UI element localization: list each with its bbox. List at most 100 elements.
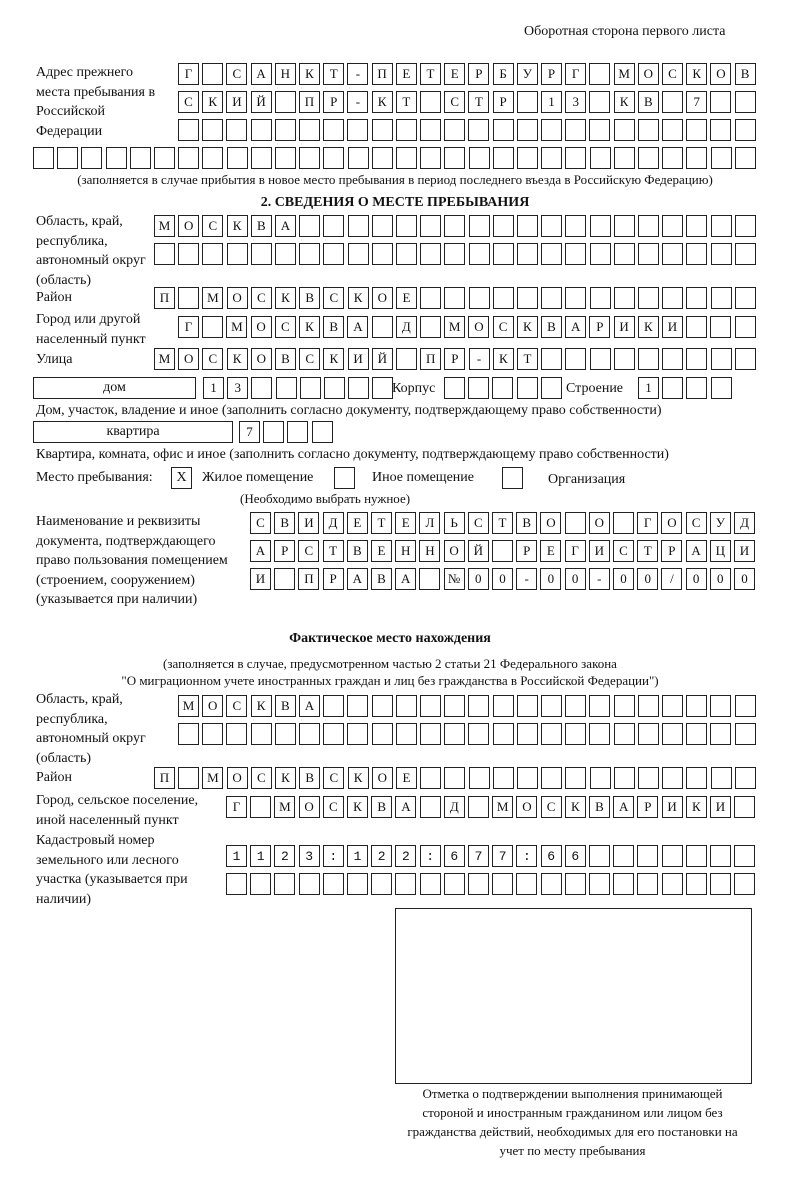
char-cell[interactable] <box>541 243 563 265</box>
char-cell[interactable] <box>492 119 514 141</box>
char-cell[interactable]: К <box>226 348 248 370</box>
char-cell[interactable] <box>274 568 296 590</box>
char-cell[interactable] <box>347 695 369 717</box>
char-cell[interactable] <box>323 119 345 141</box>
char-cell[interactable] <box>299 147 321 169</box>
char-cell[interactable]: - <box>347 91 369 113</box>
char-cell[interactable] <box>517 147 538 169</box>
char-cell[interactable] <box>710 91 732 113</box>
char-cell[interactable] <box>347 147 369 169</box>
char-cell[interactable]: И <box>226 91 248 113</box>
char-cell[interactable] <box>565 695 587 717</box>
char-cell[interactable] <box>492 377 514 399</box>
char-cell[interactable]: Ц <box>709 540 731 562</box>
char-cell[interactable] <box>662 695 683 717</box>
char-cell[interactable] <box>638 147 659 169</box>
char-cell[interactable] <box>395 695 417 717</box>
char-cell[interactable] <box>565 243 587 265</box>
char-cell[interactable] <box>589 767 611 789</box>
char-cell[interactable] <box>178 287 200 309</box>
char-cell[interactable]: Р <box>661 540 683 562</box>
char-cell[interactable] <box>324 377 345 399</box>
char-cell[interactable] <box>541 723 562 745</box>
char-cell[interactable] <box>541 147 563 169</box>
char-cell[interactable]: С <box>250 767 272 789</box>
char-cell[interactable] <box>662 348 684 370</box>
char-cell[interactable] <box>468 243 490 265</box>
char-cell[interactable] <box>686 767 708 789</box>
char-cell[interactable] <box>420 723 441 745</box>
char-cell[interactable]: С <box>226 695 248 717</box>
char-cell[interactable] <box>492 873 514 895</box>
char-cell[interactable]: Р <box>274 540 296 562</box>
organization-checkbox[interactable] <box>502 467 523 489</box>
char-cell[interactable] <box>662 91 683 113</box>
char-cell[interactable]: К <box>275 287 296 309</box>
char-cell[interactable]: В <box>323 316 345 338</box>
char-cell[interactable] <box>468 287 490 309</box>
char-cell[interactable]: А <box>250 63 272 85</box>
char-cell[interactable]: С <box>202 215 224 237</box>
char-cell[interactable] <box>734 119 756 141</box>
char-cell[interactable] <box>250 723 272 745</box>
char-cell[interactable]: 0 <box>685 568 707 590</box>
char-cell[interactable] <box>419 845 441 867</box>
char-cell[interactable] <box>613 767 635 789</box>
char-cell[interactable] <box>541 695 562 717</box>
char-cell[interactable] <box>613 845 635 867</box>
char-cell[interactable]: О <box>178 215 200 237</box>
char-cell[interactable]: И <box>250 568 271 590</box>
char-cell[interactable] <box>444 377 465 399</box>
char-cell[interactable] <box>371 119 393 141</box>
char-cell[interactable] <box>589 845 610 867</box>
char-cell[interactable] <box>287 421 309 443</box>
char-cell[interactable]: Т <box>637 540 659 562</box>
char-cell[interactable] <box>33 147 54 169</box>
char-cell[interactable]: С <box>202 348 224 370</box>
char-cell[interactable]: Р <box>492 91 514 113</box>
char-cell[interactable] <box>250 147 272 169</box>
char-cell[interactable]: В <box>250 215 272 237</box>
char-cell[interactable] <box>322 873 344 895</box>
char-cell[interactable] <box>299 723 320 745</box>
char-cell[interactable] <box>710 845 731 867</box>
char-cell[interactable]: О <box>443 540 465 562</box>
char-cell[interactable] <box>492 540 513 562</box>
char-cell[interactable]: Н <box>419 540 441 562</box>
char-cell[interactable] <box>443 873 465 895</box>
char-cell[interactable] <box>299 243 321 265</box>
char-cell[interactable] <box>492 845 514 867</box>
char-cell[interactable] <box>517 767 538 789</box>
char-cell[interactable] <box>468 796 489 818</box>
char-cell[interactable] <box>541 215 563 237</box>
char-cell[interactable] <box>371 316 393 338</box>
char-cell[interactable] <box>734 287 756 309</box>
char-cell[interactable]: О <box>637 63 659 85</box>
char-cell[interactable] <box>274 845 296 867</box>
char-cell[interactable]: О <box>468 316 490 338</box>
char-cell[interactable]: М <box>202 287 224 309</box>
char-cell[interactable] <box>420 215 442 237</box>
char-cell[interactable] <box>686 243 708 265</box>
char-cell[interactable] <box>661 845 683 867</box>
char-cell[interactable]: А <box>565 316 587 338</box>
char-cell[interactable]: В <box>516 512 538 534</box>
char-cell[interactable]: Н <box>395 540 417 562</box>
char-cell[interactable]: О <box>661 512 683 534</box>
char-cell[interactable]: Т <box>420 63 441 85</box>
other-premises-checkbox[interactable] <box>334 467 355 489</box>
char-cell[interactable]: Е <box>396 287 417 309</box>
char-cell[interactable] <box>298 845 320 867</box>
char-cell[interactable] <box>734 316 756 338</box>
char-cell[interactable] <box>420 287 442 309</box>
char-cell[interactable] <box>395 723 417 745</box>
char-cell[interactable]: А <box>613 796 635 818</box>
char-cell[interactable]: К <box>613 91 635 113</box>
char-cell[interactable] <box>686 316 708 338</box>
char-cell[interactable] <box>274 723 296 745</box>
char-cell[interactable] <box>468 147 490 169</box>
char-cell[interactable] <box>396 348 417 370</box>
char-cell[interactable] <box>178 723 199 745</box>
char-cell[interactable] <box>613 695 635 717</box>
char-cell[interactable] <box>613 147 635 169</box>
